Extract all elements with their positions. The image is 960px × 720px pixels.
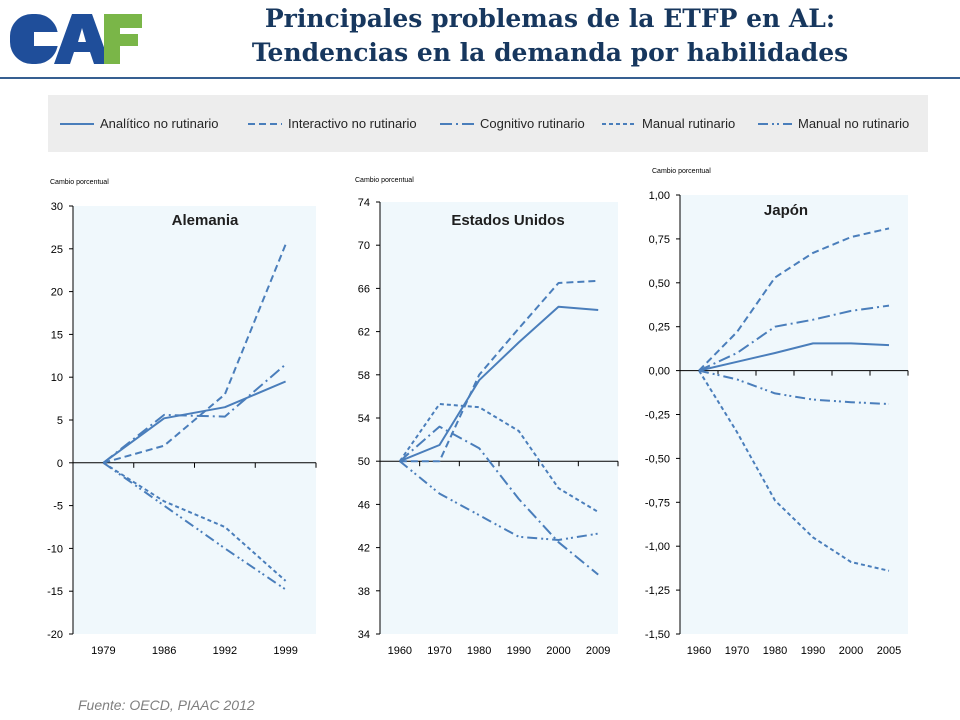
chart-panel: Cambio porcentual -1,50 -1,25 -1,00 -0,75 -0,… [645,168,909,657]
y-tick-label: -5 [53,501,63,513]
y-tick-label: 70 [358,240,370,252]
x-tick-label: 2009 [586,645,610,657]
legend-label: Manual no rutinario [798,116,910,131]
charts-area: Cambio porcentual -20 -15 -10 -5 0 5 10 15 20 25 30… [47,168,909,657]
y-tick-label: -20 [47,629,63,641]
y-axis-label: Cambio porcentual [355,177,414,184]
y-tick-label: 25 [51,244,63,256]
x-tick-label: 1970 [725,645,749,657]
source-note: Fuente: OECD, PIAAC 2012 [78,697,255,713]
legend-label: Manual rutinario [642,116,736,131]
series-line [103,244,287,464]
y-tick-label: 30 [51,201,63,213]
series-line [698,227,890,372]
title-line-1: Principales problemas de la ETFP en AL: [264,4,836,33]
x-tick-label: 1980 [763,645,787,657]
y-tick-label: 5 [57,415,63,427]
y-tick-label: 15 [51,329,63,341]
series-line [698,342,890,372]
y-tick-label: -15 [47,586,63,598]
chart-panel: Cambio porcentual -20 -15 -10 -5 0 5 10 15 20 25 30… [47,179,317,657]
chart-panel: Cambio porcentual 34 38 42 46 50 54 58 62 66 70 74 1… [355,177,619,657]
plot-area [680,195,908,634]
series-line [698,369,890,405]
y-tick-label: 50 [358,456,370,468]
series-line [398,403,599,513]
plot-area [380,202,618,634]
x-tick-label: 1986 [152,645,176,657]
title-divider [0,77,960,79]
page-title: Principales problemas de la ETFP en AL: … [150,2,950,70]
y-tick-label: -1,50 [645,629,670,641]
y-tick-label: 46 [358,499,370,511]
chart-title: Alemania [172,212,239,229]
y-tick-label: 42 [358,543,370,555]
y-tick-label: 10 [51,372,63,384]
y-tick-label: 0,25 [649,322,670,334]
chart-title: Estados Unidos [451,212,564,229]
series-line [102,363,287,464]
title-line-2: Tendencias en la demanda por habilidades [251,38,849,67]
series-line [399,305,599,463]
x-tick-label: 1970 [427,645,451,657]
y-tick-label: 66 [358,283,370,295]
y-tick-label: 54 [358,413,370,425]
x-tick-label: 1990 [801,645,825,657]
chart-legend: Analítico no rutinario Interactivo no ru… [48,95,928,152]
y-tick-label: 0 [57,458,63,470]
y-tick-label: -10 [47,543,63,555]
x-tick-label: 1980 [467,645,491,657]
y-tick-label: 38 [358,586,370,598]
y-tick-label: -0,25 [645,410,670,422]
y-tick-label: -0,50 [645,453,670,465]
series-line [399,279,599,463]
legend-label: Cognitivo rutinario [480,116,585,131]
y-tick-label: 20 [51,287,63,299]
y-tick-label: 0,00 [649,366,670,378]
series-line [102,461,287,582]
y-tick-label: -1,00 [645,541,670,553]
y-tick-label: 0,50 [649,278,670,290]
x-tick-label: 2000 [546,645,570,657]
x-tick-label: 1979 [91,645,115,657]
legend-label: Interactivo no rutinario [288,116,417,131]
y-tick-label: 62 [358,327,370,339]
series-line [698,370,890,572]
chart-title: Japón [764,202,808,219]
x-tick-label: 1960 [388,645,412,657]
x-tick-label: 1992 [213,645,237,657]
y-tick-label: 0,75 [649,234,670,246]
y-axis-label: Cambio porcentual [50,179,109,186]
caf-logo [10,14,142,64]
x-tick-label: 2005 [877,645,901,657]
y-tick-label: 34 [358,629,370,641]
y-tick-label: 74 [358,197,370,209]
series-line [399,425,599,576]
y-tick-label: -1,25 [645,585,670,597]
x-tick-label: 1990 [507,645,531,657]
x-tick-label: 2000 [839,645,863,657]
x-tick-label: 1999 [273,645,297,657]
x-tick-label: 1960 [687,645,711,657]
series-line [102,380,286,464]
y-axis-label: Cambio porcentual [652,168,711,175]
y-tick-label: -0,75 [645,497,670,509]
y-tick-label: 58 [358,370,370,382]
legend-label: Analítico no rutinario [100,116,219,131]
y-tick-label: 1,00 [649,190,670,202]
